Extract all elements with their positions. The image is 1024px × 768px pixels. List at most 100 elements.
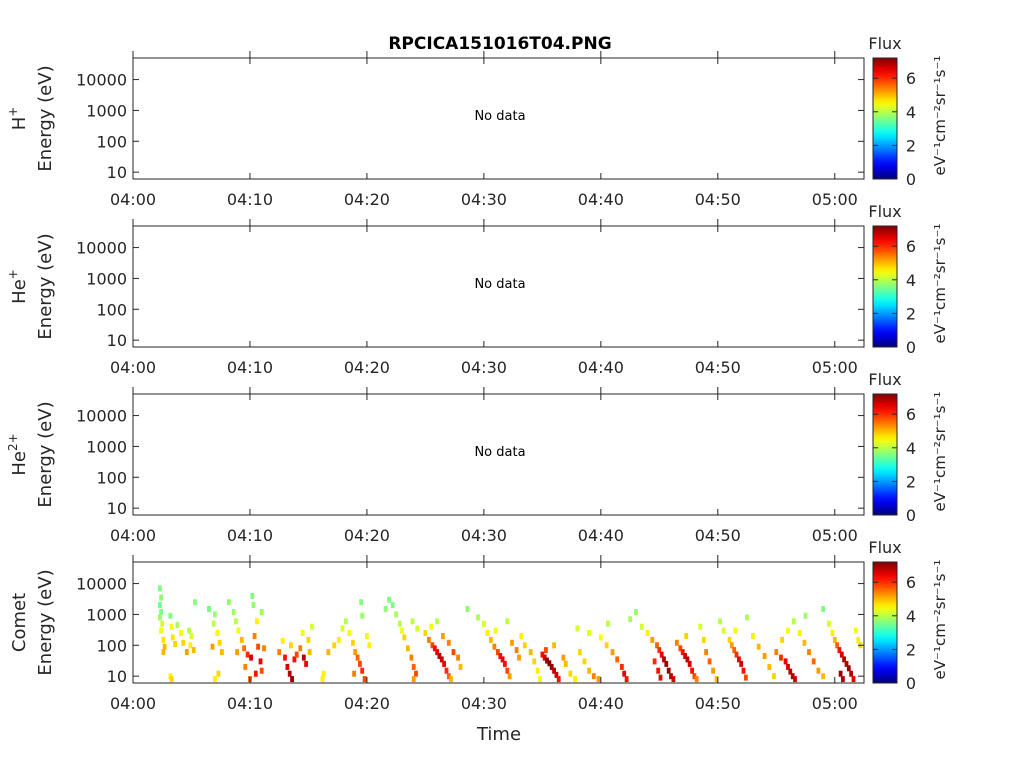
- heatmap-cell: [207, 606, 211, 612]
- heatmap-cell: [211, 620, 216, 627]
- heatmap-cell: [678, 645, 683, 652]
- heatmap-cell: [255, 618, 259, 625]
- heatmap-cell: [545, 657, 549, 664]
- heatmap-cell: [215, 630, 220, 636]
- y-species-label: He+: [6, 269, 30, 304]
- heatmap-cell: [360, 667, 365, 674]
- heatmap-cell: [503, 660, 507, 667]
- heatmap-cell: [236, 627, 241, 634]
- heatmap-cell: [522, 642, 527, 649]
- heatmap-cell: [410, 618, 415, 625]
- panels: 04:00 04:10 04:20 04:30 04:40 04:50 05:0010000…: [6, 34, 949, 713]
- x-tick-label: 04:00: [110, 694, 156, 713]
- heatmap-cell: [544, 647, 548, 654]
- x-tick-label: 04:00: [110, 526, 156, 545]
- heatmap-cell: [394, 611, 399, 618]
- heatmap-cell: [849, 670, 853, 677]
- heatmap-cell: [791, 618, 796, 625]
- heatmap-cell: [252, 633, 257, 639]
- heatmap-cell: [187, 627, 191, 634]
- no-data-label: No data: [474, 277, 525, 292]
- heatmap-cell: [729, 642, 734, 649]
- heatmap-cell: [458, 663, 463, 670]
- heatmap-cell: [846, 665, 851, 672]
- heatmap-cell: [423, 630, 428, 636]
- heatmap-cell: [704, 649, 708, 656]
- heatmap-cell: [851, 676, 856, 683]
- heatmap-cell: [358, 660, 362, 667]
- x-tick-label: 04:30: [461, 694, 507, 713]
- heatmap-cell: [645, 630, 650, 636]
- heatmap-cell: [835, 642, 839, 649]
- x-tick-label: 04:30: [461, 358, 507, 377]
- colorbar-units-label: eV⁻¹cm⁻²sr⁻¹s⁻¹: [931, 560, 949, 680]
- x-tick-label: 04:00: [110, 190, 156, 209]
- heatmap-cell: [235, 649, 239, 656]
- heatmap-cell: [191, 647, 196, 654]
- heatmap-cell: [657, 647, 662, 654]
- heatmap-cell: [242, 645, 246, 652]
- heatmap-cell: [658, 674, 663, 681]
- heatmap-cell: [745, 614, 749, 621]
- colorbar-tick-label: 2: [906, 136, 916, 155]
- heatmap-cell: [838, 670, 843, 677]
- heatmap-cell: [332, 642, 337, 649]
- x-tick-label: 04:20: [344, 190, 390, 209]
- heatmap-cell: [540, 651, 545, 658]
- heatmap-cell: [732, 647, 737, 654]
- y-tick-label: 10000: [76, 407, 127, 426]
- heatmap-cell: [811, 658, 816, 665]
- heatmap-cell: [245, 651, 250, 658]
- heatmap-cell: [294, 651, 299, 658]
- heatmap-cell: [714, 676, 719, 683]
- heatmap-cell: [442, 660, 446, 667]
- heatmap-cell: [231, 609, 236, 615]
- x-tick-label: 04:50: [695, 190, 741, 209]
- heatmap-cell: [216, 670, 221, 677]
- heatmap-cell: [802, 639, 807, 646]
- heatmap-cell: [390, 602, 395, 609]
- heatmap-cell: [659, 651, 664, 658]
- heatmap-cell: [446, 639, 451, 646]
- heatmap-cell: [292, 656, 297, 663]
- colorbar-tick-label: 6: [906, 573, 916, 592]
- heatmap-cell: [193, 599, 197, 606]
- heatmap-cell: [352, 670, 356, 677]
- heatmap-cell: [161, 649, 166, 656]
- heatmap-cell: [169, 676, 174, 683]
- x-tick-label: 04:10: [227, 526, 273, 545]
- heatmap-cell: [213, 611, 217, 618]
- heatmap-cell: [485, 630, 490, 636]
- heatmap-cell: [741, 667, 746, 674]
- heatmap-cell: [662, 656, 666, 663]
- heatmap-cell: [351, 639, 355, 646]
- heatmap-cell: [482, 620, 486, 627]
- heatmap-cell: [492, 643, 497, 650]
- colorbar: [872, 561, 898, 684]
- heatmap-cell: [622, 670, 627, 677]
- heatmap-cell: [184, 649, 189, 656]
- y-tick-label: 100: [96, 636, 127, 655]
- heatmap-cell: [692, 673, 697, 680]
- heatmap-cell: [671, 676, 676, 683]
- heatmap-cell: [310, 623, 314, 630]
- colorbar-title: Flux: [868, 34, 901, 53]
- heatmap-cell: [542, 654, 547, 661]
- heatmap-cell: [853, 627, 858, 634]
- heatmap-cell: [306, 636, 311, 643]
- heatmap-cell: [535, 667, 540, 674]
- heatmap-cell: [624, 676, 629, 683]
- heatmap-cell: [620, 663, 624, 670]
- heatmap-cell: [347, 630, 352, 636]
- heatmap-cell: [821, 606, 825, 612]
- heatmap-cell: [816, 667, 821, 674]
- heatmap-cell: [762, 653, 767, 659]
- x-tick-label: 04:20: [344, 526, 390, 545]
- heatmap-cell: [639, 623, 644, 630]
- heatmap-cell: [336, 636, 341, 643]
- heatmap-cell: [280, 637, 285, 644]
- heatmap-cell: [596, 676, 601, 683]
- heatmap-cell: [803, 612, 808, 619]
- heatmap-cell: [827, 620, 831, 627]
- panel-4: 04:00 04:10 04:20 04:30 04:40 04:50 05:0010000…: [9, 538, 949, 713]
